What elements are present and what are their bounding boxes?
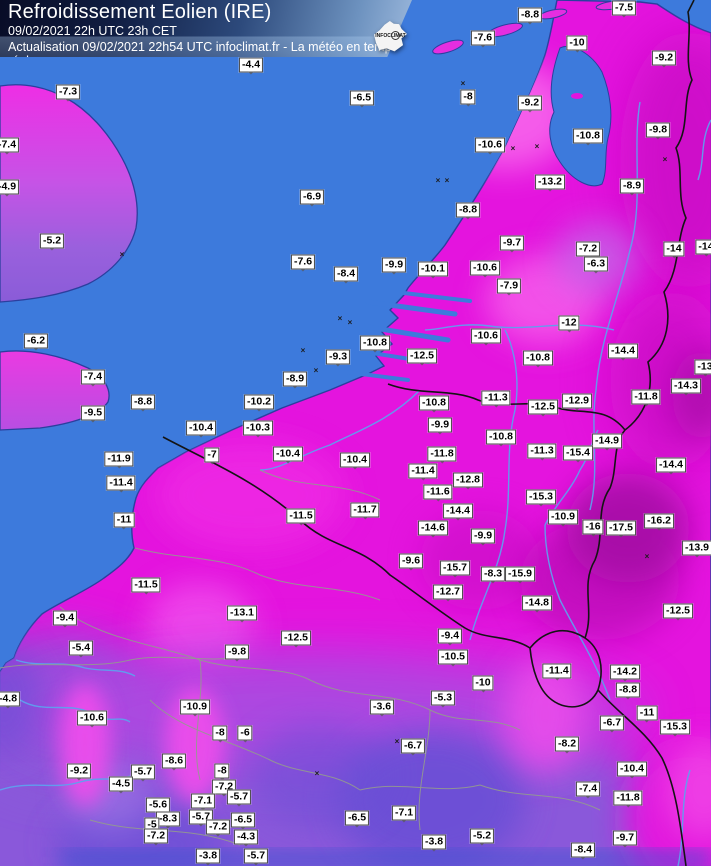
page-title: Refroidissement Eolien (IRE)	[8, 1, 272, 23]
department-borders	[0, 469, 601, 846]
ijsselmeer-lake	[549, 46, 612, 187]
country-borders	[162, 0, 695, 866]
infoclimat-logo: INFOCLIMAT	[374, 21, 407, 52]
magnifier-icon	[391, 31, 400, 40]
map-update-line: Actualisation 09/02/2021 22h54 UTC infoc…	[8, 40, 398, 57]
infoclimat-logo-text: INFOCLIMAT	[375, 33, 406, 39]
header-bar: Refroidissement Eolien (IRE) 09/02/2021 …	[0, 0, 412, 57]
map-datetime: 09/02/2021 22h UTC 23h CET	[8, 24, 177, 38]
